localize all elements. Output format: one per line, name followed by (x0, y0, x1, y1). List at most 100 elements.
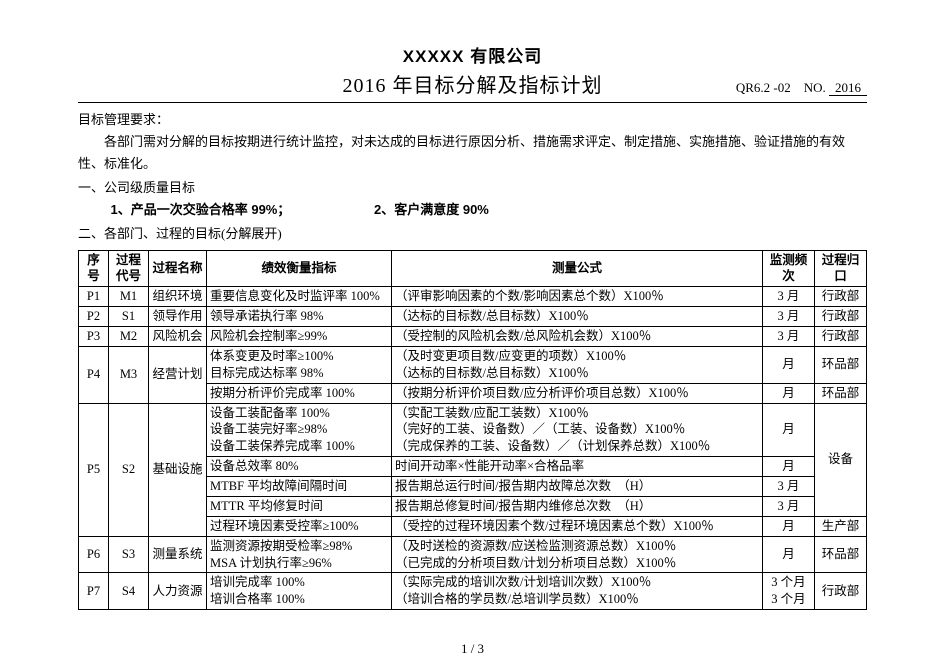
cell-freq: 3 月 (763, 496, 815, 516)
cell-seq: P5 (79, 403, 109, 536)
cell-formula: （及时变更项目数/应变更的项数）X100％（达标的目标数/总目标数）X100％ (392, 346, 763, 383)
cell-kpi: 按期分析评价完成率 100% (207, 383, 392, 403)
doc-no-value: 2016 (829, 80, 867, 96)
cell-seq: P2 (79, 307, 109, 327)
cell-formula: 时间开动率×性能开动率×合格品率 (392, 457, 763, 477)
cell-formula: （实配工装数/应配工装数）X100％（完好的工装、设备数）／（工装、设备数）X1… (392, 403, 763, 457)
cell-code: S1 (109, 307, 149, 327)
cell-freq: 3 月 (763, 327, 815, 347)
cell-formula: （达标的目标数/总目标数）X100％ (392, 307, 763, 327)
cell-freq: 3 月 (763, 307, 815, 327)
cell-dept: 环品部 (815, 346, 867, 383)
table-row: P1M1组织环境重要信息变化及时监评率 100%（评审影响因素的个数/影响因素总… (79, 287, 867, 307)
table-row: P2S1领导作用领导承诺执行率 98%（达标的目标数/总目标数）X100％3 月… (79, 307, 867, 327)
cell-kpi: 领导承诺执行率 98% (207, 307, 392, 327)
cell-dept: 行政部 (815, 327, 867, 347)
cell-kpi: 体系变更及时率≥100%目标完成达标率 98% (207, 346, 392, 383)
cell-kpi: 培训完成率 100%培训合格率 100% (207, 573, 392, 610)
th-formula: 测量公式 (392, 250, 763, 287)
cell-dept: 生产部 (815, 516, 867, 536)
table-row: P5S2基础设施设备工装配备率 100%设备工装完好率≥98%设备工装保养完成率… (79, 403, 867, 457)
table-row: P4M3经营计划体系变更及时率≥100%目标完成达标率 98%（及时变更项目数/… (79, 346, 867, 383)
requirement-label: 目标管理要求： (78, 109, 867, 131)
cell-code: S2 (109, 403, 149, 536)
cell-freq: 月 (763, 403, 815, 457)
title-row: 2016 年目标分解及指标计划 QR6.2 -02 NO. 2016 (78, 69, 867, 98)
cell-formula: （受控制的风险机会数/总风险机会数）X100％ (392, 327, 763, 347)
doc-id: QR6.2 -02 NO. 2016 (736, 80, 867, 96)
company-kpi-line: 1、产品一次交验合格率 99%； 2、客户满意度 90% (78, 199, 867, 221)
th-seq: 序号 (79, 250, 109, 287)
table-body: P1M1组织环境重要信息变化及时监评率 100%（评审影响因素的个数/影响因素总… (79, 287, 867, 610)
cell-freq: 3 个月3 个月 (763, 573, 815, 610)
cell-kpi: 风险机会控制率≥99% (207, 327, 392, 347)
cell-formula: （按期分析评价项目数/应分析评价项目总数）X100％ (392, 383, 763, 403)
cell-name: 测量系统 (149, 536, 207, 573)
cell-seq: P1 (79, 287, 109, 307)
kpi-table: 序号 过程代号 过程名称 绩效衡量指标 测量公式 监测频次 过程归口 P1M1组… (78, 250, 867, 611)
table-row: P7S4人力资源培训完成率 100%培训合格率 100%（实际完成的培训次数/计… (79, 573, 867, 610)
cell-kpi: MTTR 平均修复时间 (207, 496, 392, 516)
cell-code: M2 (109, 327, 149, 347)
table-header-row: 序号 过程代号 过程名称 绩效衡量指标 测量公式 监测频次 过程归口 (79, 250, 867, 287)
cell-dept: 环品部 (815, 536, 867, 573)
cell-kpi: 监测资源按期受检率≥98%MSA 计划执行率≥96% (207, 536, 392, 573)
th-name: 过程名称 (149, 250, 207, 287)
th-freq: 监测频次 (763, 250, 815, 287)
cell-freq: 月 (763, 516, 815, 536)
cell-formula: （受控的过程环境因素个数/过程环境因素总个数）X100％ (392, 516, 763, 536)
cell-formula: 报告期总修复时间/报告期内维修总次数 （H） (392, 496, 763, 516)
cell-kpi: 设备总效率 80% (207, 457, 392, 477)
cell-formula: （评审影响因素的个数/影响因素总个数）X100％ (392, 287, 763, 307)
doc-header: XXXXX 有限公司 2016 年目标分解及指标计划 QR6.2 -02 NO.… (78, 42, 867, 98)
cell-code: S4 (109, 573, 149, 610)
cell-freq: 月 (763, 457, 815, 477)
cell-formula: 报告期总运行时间/报告期内故障总次数 （H） (392, 477, 763, 497)
cell-seq: P3 (79, 327, 109, 347)
cell-kpi: 设备工装配备率 100%设备工装完好率≥98%设备工装保养完成率 100% (207, 403, 392, 457)
cell-name: 风险机会 (149, 327, 207, 347)
cell-kpi: 过程环境因素受控率≥100% (207, 516, 392, 536)
cell-freq: 月 (763, 346, 815, 383)
cell-freq: 3 月 (763, 287, 815, 307)
cell-freq: 月 (763, 536, 815, 573)
cell-name: 领导作用 (149, 307, 207, 327)
th-code: 过程代号 (109, 250, 149, 287)
cell-name: 基础设施 (149, 403, 207, 536)
cell-code: S3 (109, 536, 149, 573)
cell-kpi: 重要信息变化及时监评率 100% (207, 287, 392, 307)
company-kpi-2: 2、客户满意度 90% (374, 199, 489, 221)
cell-code: M1 (109, 287, 149, 307)
cell-name: 经营计划 (149, 346, 207, 403)
th-kpi: 绩效衡量指标 (207, 250, 392, 287)
cell-dept: 行政部 (815, 307, 867, 327)
page-number: 1 / 3 (0, 641, 945, 657)
th-dept: 过程归口 (815, 250, 867, 287)
cell-dept: 环品部 (815, 383, 867, 403)
doc-no-label: NO. (804, 80, 826, 95)
cell-name: 人力资源 (149, 573, 207, 610)
cell-freq: 月 (763, 383, 815, 403)
cell-dept: 设备 (815, 403, 867, 516)
cell-formula: （实际完成的培训次数/计划培训次数）X100％（培训合格的学员数/总培训学员数）… (392, 573, 763, 610)
cell-code: M3 (109, 346, 149, 403)
cell-freq: 3 月 (763, 477, 815, 497)
table-row: P3M2风险机会风险机会控制率≥99%（受控制的风险机会数/总风险机会数）X10… (79, 327, 867, 347)
doc-title: 2016 年目标分解及指标计划 (343, 69, 603, 98)
cell-name: 组织环境 (149, 287, 207, 307)
table-row: P6S3测量系统监测资源按期受检率≥98%MSA 计划执行率≥96%（及时送检的… (79, 536, 867, 573)
company-kpi-1: 1、产品一次交验合格率 99%； (111, 202, 291, 217)
header-rule (78, 102, 867, 103)
requirement-body: 各部门需对分解的目标按期进行统计监控，对未达成的目标进行原因分析、措施需求评定、… (78, 131, 867, 175)
cell-dept: 行政部 (815, 573, 867, 610)
cell-dept: 行政部 (815, 287, 867, 307)
cell-seq: P7 (79, 573, 109, 610)
company-name: XXXXX 有限公司 (403, 42, 542, 67)
cell-formula: （及时送检的资源数/应送检监测资源总数）X100％（已完成的分析项目数/计划分析… (392, 536, 763, 573)
cell-kpi: MTBF 平均故障间隔时间 (207, 477, 392, 497)
cell-seq: P4 (79, 346, 109, 403)
cell-seq: P6 (79, 536, 109, 573)
section-2: 二、各部门、过程的目标(分解展开) (78, 223, 867, 245)
section-1: 一、公司级质量目标 (78, 177, 867, 199)
doc-code: QR6.2 -02 (736, 80, 791, 95)
